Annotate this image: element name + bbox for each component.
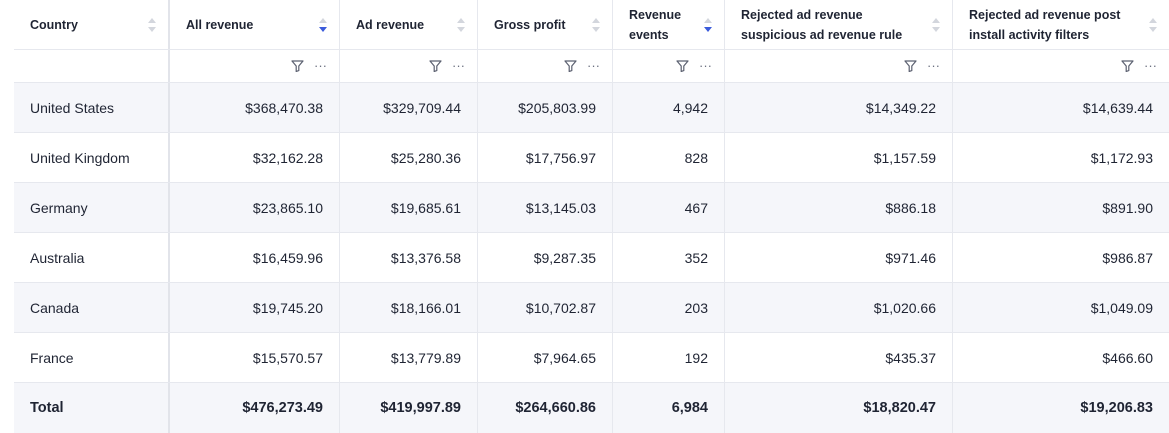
more-options-icon[interactable]: ··· bbox=[699, 58, 712, 73]
total-revenue-events: 6,984 bbox=[613, 383, 725, 433]
filter-icon[interactable] bbox=[1121, 60, 1134, 72]
more-options-icon[interactable]: ··· bbox=[1144, 58, 1157, 73]
cell-all-revenue: $15,570.57 bbox=[170, 333, 340, 382]
more-options-icon[interactable]: ··· bbox=[452, 58, 465, 73]
cell-rejected-suspicious: $971.46 bbox=[725, 233, 953, 282]
cell-revenue-events: 4,942 bbox=[613, 83, 725, 132]
cell-rejected-post-install: $1,172.93 bbox=[1090, 149, 1153, 166]
cell-country: United Kingdom bbox=[14, 133, 170, 182]
sort-icon[interactable] bbox=[932, 17, 940, 33]
column-header-revenue-events[interactable]: Revenue events bbox=[613, 0, 725, 49]
total-rejected-suspicious: $18,820.47 bbox=[725, 383, 953, 433]
cell-rejected-post-install: $891.90 bbox=[1102, 199, 1153, 216]
table-row[interactable]: Canada $19,745.20 $18,166.01 $10,702.87 203 $… bbox=[14, 283, 1169, 333]
cell-ad-revenue: $25,280.36 bbox=[340, 133, 478, 182]
table-header-row: Country All revenue Ad revenue Gross pro… bbox=[14, 0, 1169, 50]
filter-cell: ··· bbox=[613, 50, 725, 82]
cell-revenue-events: 192 bbox=[613, 333, 725, 382]
cell-ad-revenue: $329,709.44 bbox=[340, 83, 478, 132]
column-header-label: Revenue events bbox=[629, 7, 682, 42]
sort-icon[interactable] bbox=[457, 17, 465, 33]
total-gross-profit: $264,660.86 bbox=[478, 383, 613, 433]
cell-ad-revenue: $19,685.61 bbox=[340, 183, 478, 232]
filter-cell: ··· bbox=[170, 50, 340, 82]
table-row[interactable]: Australia $16,459.96 $13,376.58 $9,287.35 35… bbox=[14, 233, 1169, 283]
filter-icon[interactable] bbox=[676, 60, 689, 72]
column-header-label: Country bbox=[30, 17, 78, 32]
total-row: Total $476,273.49 $419,997.89 $264,660.8… bbox=[14, 383, 1169, 433]
cell-rejected-suspicious: $435.37 bbox=[725, 333, 953, 382]
cell-rejected-post-install: $14,639.44 bbox=[1082, 99, 1153, 116]
cell-gross-profit: $13,145.03 bbox=[478, 183, 613, 232]
column-header-gross-profit[interactable]: Gross profit bbox=[478, 0, 613, 49]
table-row[interactable]: France $15,570.57 $13,779.89 $7,964.65 192 $4… bbox=[14, 333, 1169, 383]
column-header-all-revenue[interactable]: All revenue bbox=[170, 0, 340, 49]
filter-icon[interactable] bbox=[291, 60, 304, 72]
total-ad-revenue: $419,997.89 bbox=[340, 383, 478, 433]
cell-ad-revenue: $13,779.89 bbox=[340, 333, 478, 382]
total-all-revenue: $476,273.49 bbox=[170, 383, 340, 433]
total-label: Total bbox=[14, 383, 170, 433]
cell-revenue-events: 467 bbox=[613, 183, 725, 232]
cell-rejected-suspicious: $14,349.22 bbox=[725, 83, 953, 132]
filter-cell: ··· bbox=[478, 50, 613, 82]
table-row[interactable]: United Kingdom $32,162.28 $25,280.36 $17,75… bbox=[14, 133, 1169, 183]
cell-all-revenue: $368,470.38 bbox=[170, 83, 340, 132]
more-options-icon[interactable]: ··· bbox=[927, 58, 940, 73]
cell-rejected-post-install: $1,049.09 bbox=[1090, 299, 1153, 316]
column-header-label: Gross profit bbox=[494, 17, 566, 32]
cell-all-revenue: $23,865.10 bbox=[170, 183, 340, 232]
filter-cell: ··· bbox=[340, 50, 478, 82]
column-header-ad-revenue[interactable]: Ad revenue bbox=[340, 0, 478, 49]
column-header-label: Rejected ad revenue suspicious ad revenu… bbox=[741, 7, 903, 42]
revenue-table: Country All revenue Ad revenue Gross pro… bbox=[14, 0, 1169, 433]
column-header-rejected-suspicious[interactable]: Rejected ad revenue suspicious ad revenu… bbox=[725, 0, 953, 49]
cell-country: Australia bbox=[14, 233, 170, 282]
sort-icon[interactable] bbox=[592, 17, 600, 33]
filter-icon[interactable] bbox=[904, 60, 917, 72]
total-rejected-post-install: $19,206.83 bbox=[1080, 400, 1153, 416]
cell-gross-profit: $10,702.87 bbox=[478, 283, 613, 332]
cell-gross-profit: $9,287.35 bbox=[478, 233, 613, 282]
more-options-icon[interactable]: ··· bbox=[587, 58, 600, 73]
cell-rejected-suspicious: $1,157.59 bbox=[725, 133, 953, 182]
cell-revenue-events: 203 bbox=[613, 283, 725, 332]
more-options-icon[interactable]: ··· bbox=[314, 58, 327, 73]
cell-rejected-suspicious: $886.18 bbox=[725, 183, 953, 232]
column-header-label: Ad revenue bbox=[356, 17, 425, 32]
cell-all-revenue: $16,459.96 bbox=[170, 233, 340, 282]
cell-country: France bbox=[14, 333, 170, 382]
cell-rejected-suspicious: $1,020.66 bbox=[725, 283, 953, 332]
cell-country: Canada bbox=[14, 283, 170, 332]
column-header-country[interactable]: Country bbox=[14, 0, 170, 49]
cell-revenue-events: 828 bbox=[613, 133, 725, 182]
table-row[interactable]: United States $368,470.38 $329,709.44 $205,… bbox=[14, 83, 1169, 133]
cell-country: United States bbox=[14, 83, 170, 132]
cell-all-revenue: $32,162.28 bbox=[170, 133, 340, 182]
cell-rejected-post-install: $986.87 bbox=[1102, 249, 1153, 266]
filter-row: ··· ··· ··· ··· ··· ··· bbox=[14, 50, 1169, 83]
filter-icon[interactable] bbox=[564, 60, 577, 72]
column-header-rejected-post-install[interactable]: Rejected ad revenue post install activit… bbox=[953, 0, 1169, 49]
cell-gross-profit: $7,964.65 bbox=[478, 333, 613, 382]
cell-gross-profit: $17,756.97 bbox=[478, 133, 613, 182]
cell-ad-revenue: $13,376.58 bbox=[340, 233, 478, 282]
cell-country: Germany bbox=[14, 183, 170, 232]
table-row[interactable]: Germany $23,865.10 $19,685.61 $13,145.03 467… bbox=[14, 183, 1169, 233]
cell-gross-profit: $205,803.99 bbox=[478, 83, 613, 132]
sort-desc-icon[interactable] bbox=[319, 17, 327, 33]
filter-cell bbox=[14, 50, 170, 82]
cell-rejected-post-install: $466.60 bbox=[1102, 349, 1153, 366]
cell-ad-revenue: $18,166.01 bbox=[340, 283, 478, 332]
cell-all-revenue: $19,745.20 bbox=[170, 283, 340, 332]
cell-revenue-events: 352 bbox=[613, 233, 725, 282]
column-header-label: Rejected ad revenue post install activit… bbox=[969, 7, 1121, 42]
filter-icon[interactable] bbox=[429, 60, 442, 72]
sort-icon[interactable] bbox=[1149, 17, 1157, 33]
filter-cell: ··· bbox=[953, 50, 1169, 82]
sort-desc-icon[interactable] bbox=[704, 17, 712, 33]
sort-icon[interactable] bbox=[148, 17, 156, 33]
filter-cell: ··· bbox=[725, 50, 953, 82]
column-header-label: All revenue bbox=[186, 17, 254, 32]
